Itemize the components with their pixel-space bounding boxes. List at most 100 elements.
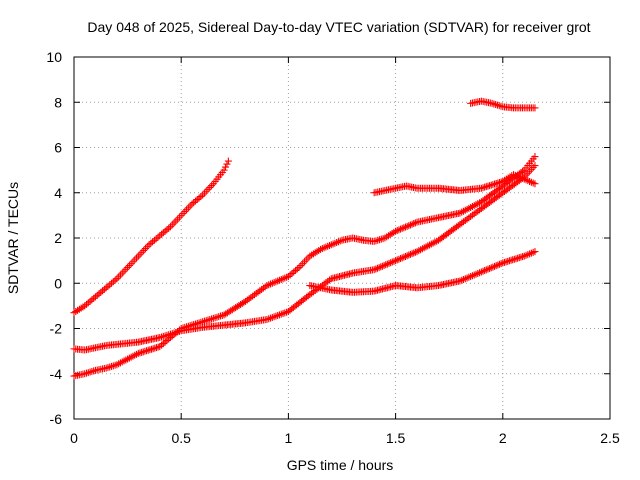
data-point — [104, 364, 112, 372]
data-point — [113, 275, 121, 283]
data-point — [403, 252, 411, 260]
data-point — [159, 229, 167, 237]
data-point — [84, 299, 92, 307]
data-point — [197, 318, 205, 326]
data-point — [397, 225, 405, 233]
data-point — [175, 213, 183, 221]
data-point — [288, 269, 296, 277]
data-point — [172, 217, 180, 225]
data-point — [497, 102, 505, 110]
data-point — [370, 266, 378, 274]
data-point — [220, 166, 228, 174]
data-point — [206, 183, 214, 191]
data-point — [163, 226, 171, 234]
x-tick-label: 1 — [285, 430, 293, 446]
data-point — [519, 167, 527, 175]
data-point — [290, 268, 298, 276]
data-points — [70, 97, 539, 380]
data-point — [411, 248, 419, 256]
data-point — [184, 204, 192, 212]
data-point — [397, 255, 405, 263]
data-point — [116, 271, 124, 279]
data-point — [497, 260, 505, 268]
data-point — [170, 219, 178, 227]
data-point — [408, 250, 416, 258]
data-point — [129, 258, 137, 266]
y-tick-label: -4 — [50, 366, 63, 382]
data-point — [159, 340, 167, 348]
data-point — [208, 182, 216, 190]
data-point — [209, 314, 217, 322]
data-point — [206, 315, 214, 323]
data-point — [405, 222, 413, 230]
data-point — [140, 246, 148, 254]
data-point — [177, 211, 185, 219]
x-tick-label: 2 — [499, 430, 507, 446]
data-point — [125, 262, 133, 270]
y-tick-label: 2 — [54, 230, 62, 246]
data-point — [292, 266, 300, 274]
data-point — [481, 267, 489, 275]
data-point — [408, 220, 416, 228]
x-tick-label: 1.5 — [386, 430, 406, 446]
x-tick-label: 0.5 — [171, 430, 191, 446]
data-point — [100, 285, 108, 293]
data-point — [374, 236, 382, 244]
data-point — [378, 262, 386, 270]
data-point — [370, 237, 378, 245]
data-point — [93, 291, 101, 299]
data-point — [395, 226, 403, 234]
data-point — [154, 233, 162, 241]
chart-title: Day 048 of 2025, Sidereal Day-to-day VTE… — [87, 19, 590, 35]
data-point — [383, 260, 391, 268]
data-point — [168, 221, 176, 229]
data-point — [401, 223, 409, 231]
data-point — [490, 100, 498, 108]
data-point — [91, 293, 99, 301]
x-axis-title: GPS time / hours — [287, 457, 394, 473]
data-point — [158, 230, 166, 238]
data-point — [204, 316, 212, 324]
data-series — [306, 248, 539, 296]
x-tick-label: 0 — [70, 430, 78, 446]
data-point — [108, 362, 116, 370]
y-tick-labels: -6 -4 -2 0 2 4 6 8 10 — [46, 49, 62, 427]
data-point — [215, 313, 223, 321]
data-point — [124, 263, 132, 271]
data-point — [202, 187, 210, 195]
data-point — [487, 264, 495, 272]
data-point — [382, 261, 390, 269]
data-point — [495, 102, 503, 110]
data-point — [90, 294, 98, 302]
data-point — [161, 332, 169, 340]
data-point — [106, 363, 114, 371]
data-point — [403, 222, 411, 230]
data-point — [86, 368, 94, 376]
data-point — [138, 248, 146, 256]
data-point — [496, 260, 504, 268]
y-tick-label: 10 — [46, 49, 62, 65]
data-point — [99, 287, 107, 295]
y-axis-title: SDTVAR / TECUs — [5, 182, 21, 294]
data-point — [191, 197, 199, 205]
data-point — [304, 254, 312, 262]
data-point — [222, 163, 230, 171]
data-point — [494, 261, 502, 269]
data-point — [190, 199, 198, 207]
data-point — [152, 235, 160, 243]
data-point — [181, 208, 189, 216]
data-point — [193, 319, 201, 327]
data-series — [370, 171, 539, 197]
data-point — [529, 163, 537, 171]
data-point — [390, 257, 398, 265]
data-point — [190, 321, 198, 329]
data-point — [200, 317, 208, 325]
y-tick-label: -6 — [50, 411, 63, 427]
data-point — [388, 258, 396, 266]
data-point — [127, 260, 135, 268]
data-point — [211, 314, 219, 322]
data-series — [70, 153, 539, 380]
data-point — [195, 319, 203, 327]
data-point — [410, 249, 418, 257]
y-tick-label: 8 — [54, 94, 62, 110]
